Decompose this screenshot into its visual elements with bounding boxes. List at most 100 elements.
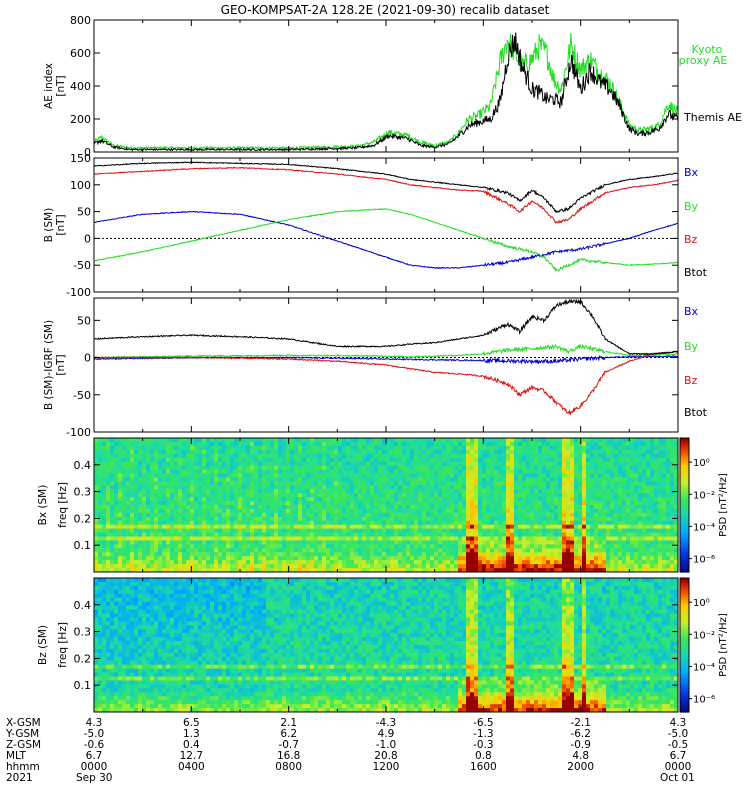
y-tick-label: -100 [66,286,91,299]
series-line-bz [93,166,679,225]
y-tick-label: 0.4 [74,599,92,612]
legend-bx: Bx [684,305,699,318]
ephemeris-cell: -6.5 [473,717,494,729]
series-line-by [93,208,679,273]
ae-ylabel-unit: [nT] [55,75,67,96]
y-tick-label: 50 [77,314,91,327]
ephemeris-cell: -6.2 [570,728,591,740]
colorbar-tick-label: 10⁻⁶ [693,555,715,566]
bx-spectrogram-panel: 0.40.30.20.1Bx (SM) freq [Hz]10⁰10⁻²10⁻⁴1… [37,437,729,573]
ephemeris-cell: 0.4 [183,739,200,751]
ephemeris-cell: 4.8 [572,750,589,762]
series-line-bz [93,350,679,416]
ephemeris-cell: -0.6 [84,739,105,751]
ephemeris-cell: 6.7 [86,750,103,762]
ephemeris-cell: -0.5 [668,739,689,751]
y-tick-label: 150 [70,152,91,165]
ephemeris-cell: Sep 30 [76,772,113,784]
series-line-bx [93,210,679,270]
y-tick-label: 0.1 [74,539,92,552]
bx_spec-ylabel-freq: freq [Hz] [57,482,69,528]
ephemeris-cell: -1.3 [473,728,494,740]
colorbar-tick-label: 10⁰ [693,598,710,609]
ephemeris-cell: 0.8 [475,750,492,762]
spectrogram-cells [94,438,679,573]
y-tick-label: 50 [77,206,91,219]
legend-by: By [684,340,699,353]
ephemeris-row-label: Y-GSM [5,728,39,740]
colorbar-tick-label: 10⁻² [693,630,715,641]
colorbar-tick-label: 10⁰ [693,458,710,469]
ephemeris-cell: 6.5 [183,717,200,729]
legend-proxy-ae: proxy AE [679,54,728,67]
y-tick-label: 0 [84,352,91,365]
y-tick-label: 200 [70,113,91,126]
ephemeris-cell: -0.3 [473,739,494,751]
y-tick-label: -100 [66,426,91,439]
colorbar: 10⁰ 10⁻² 10⁻⁴ 10⁻⁶ PSD [nT²/Hz] [679,577,729,713]
ephemeris-cell: -5.0 [84,728,105,740]
colorbar-tick-label: 10⁻⁴ [693,662,715,673]
ephemeris-cell: -1.0 [376,739,397,751]
ephemeris-row-label: X-GSM [6,717,41,729]
ae-ylabel: AE index [43,63,55,109]
colorbar: 10⁰ 10⁻² 10⁻⁴ 10⁻⁶ PSD [nT²/Hz] [679,437,729,573]
y-tick-label: 0 [84,232,91,245]
ephemeris-cell: 0800 [275,761,302,773]
legend-bz: Bz [684,374,698,387]
ephemeris-row-label: 2021 [6,772,33,784]
y-tick-label: 0.3 [74,626,92,639]
ephemeris-cell: Oct 01 [660,772,695,784]
y-tick-label: 0.2 [74,652,92,665]
ephemeris-cell: 0400 [178,761,205,773]
ephemeris-cell: -4.3 [376,717,397,729]
y-tick-label: -50 [73,259,91,272]
y-tick-label: 0 [84,146,91,159]
legend-btot: Btot [684,266,708,279]
b-igrf-legend: Bx By Bz Btot [684,305,708,419]
bsm-ylabel-unit: [nT] [55,214,67,235]
ephemeris-cell: 4.9 [378,728,395,740]
ephemeris-cell: 1.3 [183,728,200,740]
bz-spectrogram-panel: 0.40.30.20.1Bz (SM) freq [Hz]10⁰10⁻²10⁻⁴1… [37,577,729,713]
bsm-frame [93,157,679,293]
legend-bz: Bz [684,233,698,246]
colorbar-label: PSD [nT²/Hz] [718,473,729,537]
ephemeris-row-label: MLT [6,750,26,762]
legend-by: By [684,200,699,213]
y-tick-label: 0.2 [74,512,92,525]
b-sm-legend: Bx By Bz Btot [684,166,708,279]
y-tick-label: 0.1 [74,679,92,692]
ephemeris-cell: 20.8 [374,750,397,762]
y-tick-label: 0.3 [74,486,92,499]
ephemeris-cell: -2.1 [570,717,591,729]
ae-panel: 800 600 400 200 0 AE index [nT] [43,14,679,159]
ephemeris-cell: 4.3 [86,717,103,729]
ephemeris-cell: 12.7 [180,750,203,762]
bsm_igrf-ylabel: B (SM)-IGRF (SM) [43,320,55,410]
ephemeris-cell: 0000 [81,761,108,773]
y-tick-label: 100 [70,179,91,192]
y-tick-label: 0.4 [74,459,92,472]
colorbar-tick-label: 10⁻⁶ [693,695,715,706]
ephemeris-cell: -5.0 [668,728,689,740]
ephemeris-cell: 0000 [665,761,692,773]
colorbar-tick-label: 10⁻² [693,490,715,501]
legend-bx: Bx [684,166,699,179]
legend-btot: Btot [684,406,708,419]
colorbar-tick-label: 10⁻⁴ [693,522,715,533]
series-line-by [93,343,679,359]
bz_spec-ylabel-freq: freq [Hz] [57,622,69,668]
colorbar-frame [679,437,690,573]
ephemeris-cell: 16.8 [277,750,300,762]
spectrogram-cells [94,578,679,713]
ephemeris-row-label: hhmm [6,761,40,773]
ephemeris-cell: 2.1 [280,717,297,729]
legend-themis-ae: Themis AE [683,111,742,124]
ephemeris-cell: 1200 [373,761,400,773]
y-tick-label: -50 [73,389,91,402]
colorbar-frame [679,577,690,713]
legend-kyoto: Kyoto [692,43,723,56]
b-sm-igrf-panel: 50 0 -50 -100 B (SM)-IGRF (SM) [nT] [43,297,679,439]
